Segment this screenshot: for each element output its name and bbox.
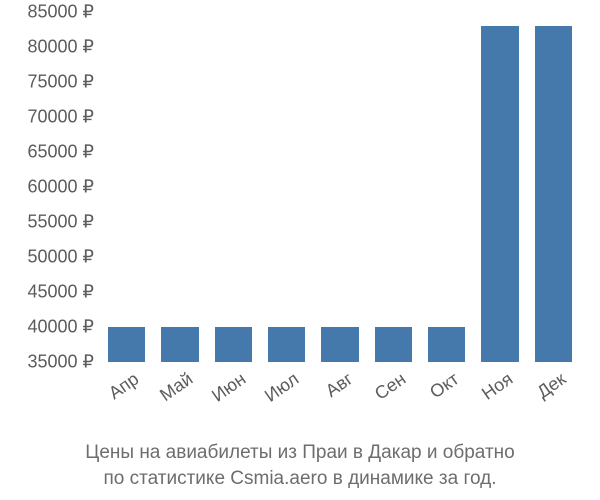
- bar: [375, 327, 412, 362]
- y-tick-label: 75000 ₽: [27, 72, 100, 93]
- price-chart: 35000 ₽ 40000 ₽ 45000 ₽ 50000 ₽ 55000 ₽ 60000…: [0, 0, 600, 500]
- y-tick-label: 45000 ₽: [27, 282, 100, 303]
- x-tick-label: Окт: [403, 362, 463, 416]
- y-tick-label: 60000 ₽: [27, 177, 100, 198]
- x-tick-label: Июн: [190, 362, 250, 416]
- x-tick-label: Сен: [350, 362, 410, 416]
- y-tick-label: 65000 ₽: [27, 142, 100, 163]
- y-tick-label: 50000 ₽: [27, 247, 100, 268]
- caption-line: Цены на авиабилеты из Праи в Дакар и обр…: [85, 442, 514, 463]
- x-tick-label: Дек: [510, 362, 570, 416]
- bar: [268, 327, 305, 362]
- y-tick-label: 80000 ₽: [27, 37, 100, 58]
- caption-line: по статистике Csmia.aero в динамике за г…: [104, 468, 497, 489]
- plot-area: 35000 ₽40000 ₽45000 ₽50000 ₽55000 ₽60000…: [100, 12, 580, 362]
- y-tick-label: 70000 ₽: [27, 107, 100, 128]
- x-tick-label: Май: [136, 362, 196, 416]
- x-tick-label: Июл: [243, 362, 303, 416]
- bar: [161, 327, 198, 362]
- bar: [535, 26, 572, 362]
- bar: [321, 327, 358, 362]
- x-tick-label: Ноя: [456, 362, 516, 416]
- bar: [215, 327, 252, 362]
- bar: [428, 327, 465, 362]
- bar: [481, 26, 518, 362]
- y-tick-label: 55000 ₽: [27, 212, 100, 233]
- chart-caption: Цены на авиабилеты из Праи в Дакар и обр…: [0, 440, 600, 491]
- y-tick-label: 35000 ₽: [27, 352, 100, 373]
- y-tick-label: 85000 ₽: [27, 2, 100, 23]
- bar: [108, 327, 145, 362]
- x-tick-label: Авг: [296, 362, 356, 416]
- y-tick-label: 40000 ₽: [27, 317, 100, 338]
